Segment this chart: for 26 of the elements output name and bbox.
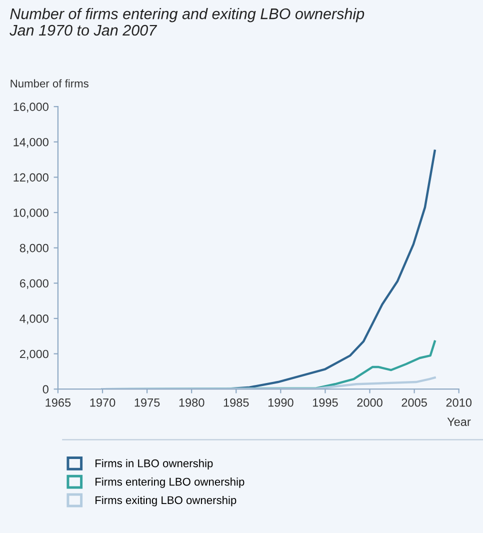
x-tick-label: 1995 xyxy=(312,398,338,407)
x-tick-label: 2010 xyxy=(446,398,472,407)
line-series xyxy=(101,376,436,390)
y-tick-label: 2,000 xyxy=(20,350,48,360)
x-tick-label: 2000 xyxy=(357,398,382,407)
legend-label: Firms exiting LBO ownership xyxy=(96,496,236,506)
x-tick-label: 2005 xyxy=(402,398,427,407)
y-tick-label: 6,000 xyxy=(20,279,48,289)
legend-label: Firms entering LBO ownership xyxy=(96,478,244,488)
x-tick-label: 1980 xyxy=(179,398,204,407)
y-tick-label: 14,000 xyxy=(14,138,48,148)
x-tick-label: 1965 xyxy=(46,398,71,407)
y-axis-title: Number of firms xyxy=(10,79,88,88)
x-tick-label: 1975 xyxy=(134,398,160,407)
x-tick-label: 1990 xyxy=(268,398,294,407)
y-tick-label: 0 xyxy=(42,385,48,394)
x-axis-title: Year xyxy=(447,418,471,426)
x-tick-label: 1970 xyxy=(90,398,116,407)
x-tick-label: 1985 xyxy=(224,398,249,407)
y-tick-label: 16,000 xyxy=(14,102,48,112)
y-tick-label: 12,000 xyxy=(14,173,48,184)
legend-label: Firms in LBO ownership xyxy=(96,459,213,470)
chart-title: Number of firms entering and exiting LBO ownership Jan 1970 to Jan 2007 xyxy=(10,8,364,36)
y-tick-label: 8,000 xyxy=(20,244,48,254)
y-tick-label: 4,000 xyxy=(20,314,48,324)
y-tick-label: 10,000 xyxy=(14,208,48,218)
